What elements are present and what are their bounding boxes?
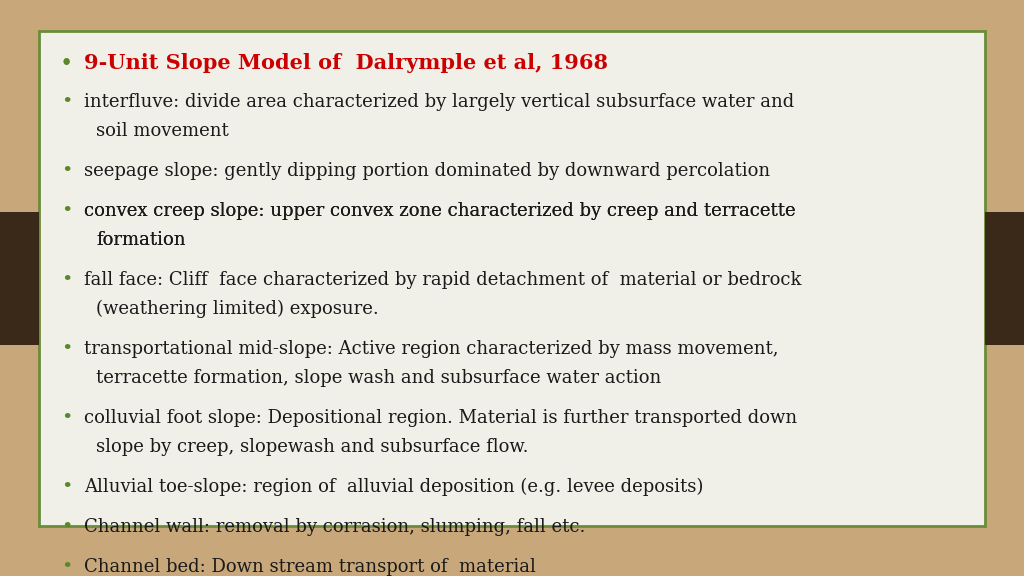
Text: terracette formation, slope wash and subsurface water action: terracette formation, slope wash and sub… <box>96 369 662 387</box>
Text: •: • <box>60 93 73 111</box>
Text: seepage slope: gently dipping portion dominated by downward percolation: seepage slope: gently dipping portion do… <box>84 162 770 180</box>
Text: convex creep slope: upper convex zone characterized by creep and terracette: convex creep slope: upper convex zone ch… <box>84 202 796 220</box>
Text: (weathering limited) exposure.: (weathering limited) exposure. <box>96 300 379 319</box>
Text: •: • <box>60 478 73 496</box>
Text: formation: formation <box>96 231 185 249</box>
Text: •: • <box>60 162 73 180</box>
Text: •: • <box>60 53 73 75</box>
Text: transportational mid-slope: Active region characterized by mass movement,: transportational mid-slope: Active regio… <box>84 340 778 358</box>
Text: formation: formation <box>96 231 185 249</box>
Text: Channel wall: removal by corrasion, slumping, fall etc.: Channel wall: removal by corrasion, slum… <box>84 518 586 536</box>
Text: •: • <box>60 271 73 289</box>
Text: colluvial foot slope: Depositional region. Material is further transported down: colluvial foot slope: Depositional regio… <box>84 409 797 427</box>
Text: Channel bed: Down stream transport of  material: Channel bed: Down stream transport of ma… <box>84 558 536 576</box>
Bar <box>985 211 1024 345</box>
Text: •: • <box>60 202 73 220</box>
Text: Alluvial toe-slope: region of  alluvial deposition (e.g. levee deposits): Alluvial toe-slope: region of alluvial d… <box>84 478 703 497</box>
Text: slope by creep, slopewash and subsurface flow.: slope by creep, slopewash and subsurface… <box>96 438 528 456</box>
Text: •: • <box>60 558 73 576</box>
Text: 9-Unit Slope Model of  Dalrymple et al, 1968: 9-Unit Slope Model of Dalrymple et al, 1… <box>84 53 608 73</box>
Text: soil movement: soil movement <box>96 122 229 140</box>
Text: convex creep slope: upper convex zone characterized by creep and terracette: convex creep slope: upper convex zone ch… <box>84 202 796 220</box>
Text: fall face: Cliff  face characterized by rapid detachment of  material or bedrock: fall face: Cliff face characterized by r… <box>84 271 802 289</box>
Bar <box>0 211 39 345</box>
Text: •: • <box>60 340 73 358</box>
Text: •: • <box>60 409 73 427</box>
FancyBboxPatch shape <box>39 31 985 526</box>
Text: •: • <box>60 518 73 536</box>
Text: interfluve: divide area characterized by largely vertical subsurface water and: interfluve: divide area characterized by… <box>84 93 795 111</box>
